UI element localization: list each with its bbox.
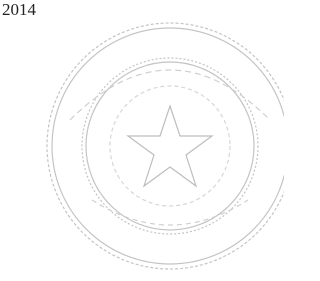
page: 2014 (() => { const data = JSON.parse(do… — [0, 0, 284, 281]
seal-inner-ring — [82, 58, 258, 234]
seal-upper-lettering — [70, 70, 270, 120]
seal-star — [128, 106, 212, 186]
seal-outer-ring-inner — [52, 28, 284, 264]
year: 2014 — [2, 0, 36, 20]
seal-lower-lettering — [92, 200, 248, 225]
seal-wreath — [110, 86, 230, 206]
seal — [0, 0, 284, 281]
